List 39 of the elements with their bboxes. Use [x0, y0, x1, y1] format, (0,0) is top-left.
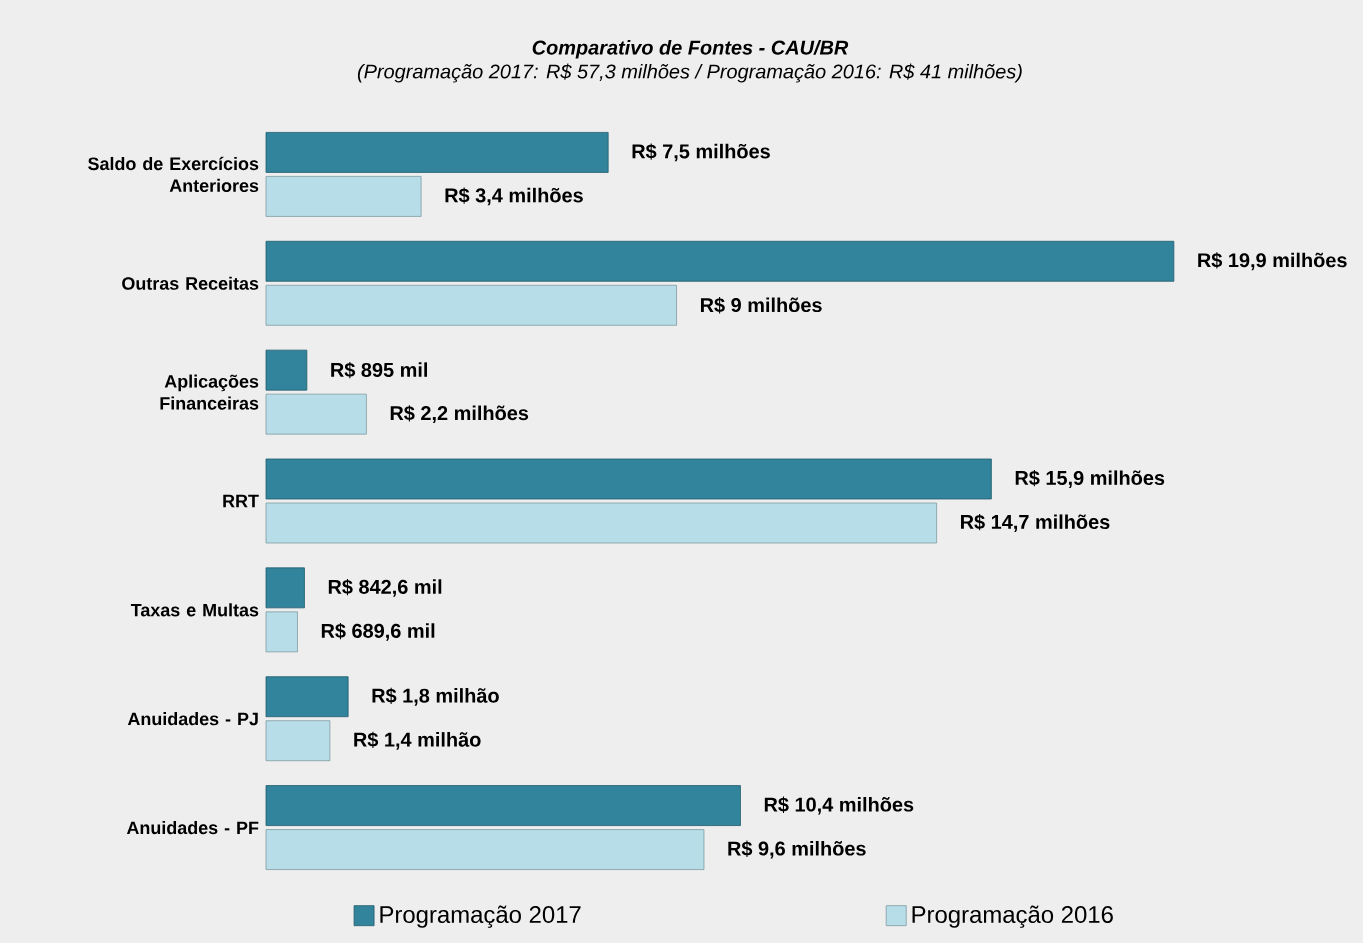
y-tick-label: Anuidades - PJ: [127, 712, 258, 726]
y-tick-label: Anuidades - PF: [126, 820, 259, 835]
data-label: R$ 1,4 milhão: [354, 731, 481, 750]
bar: [265, 785, 741, 826]
bar: [265, 176, 422, 217]
bar: [265, 393, 367, 435]
legend-label: Programação 2016: [912, 905, 1113, 928]
data-label: R$ 14,7 milhões: [961, 514, 1110, 532]
data-label: R$ 1,8 milhão: [372, 687, 499, 706]
bar: [265, 567, 305, 609]
bar: [265, 458, 992, 500]
data-label: R$ 15,9 milhões: [1015, 470, 1165, 488]
data-label: R$ 2,2 milhões: [390, 405, 529, 424]
bar: [265, 829, 705, 870]
data-label: R$ 7,5 milhões: [632, 143, 770, 162]
bar: [265, 720, 331, 762]
bar: [265, 676, 349, 718]
data-label: R$ 19,9 milhões: [1198, 252, 1347, 271]
bar: [265, 132, 609, 173]
data-label: R$ 689,6 mil: [321, 622, 435, 641]
bar: [265, 349, 308, 391]
y-tick-label: Outras Receitas: [122, 276, 259, 290]
y-tick-label: RRT: [223, 494, 259, 508]
bar: [265, 502, 938, 544]
data-label: R$ 895 mil: [331, 361, 428, 379]
data-label: R$ 9 milhões: [700, 297, 822, 314]
bar: [265, 284, 677, 326]
legend-label: Programação 2017: [380, 905, 581, 928]
data-label: R$ 3,4 milhões: [445, 187, 583, 206]
data-label: R$ 10,4 milhões: [764, 796, 914, 815]
y-tick-label: Aplicações Financeiras: [160, 374, 259, 410]
data-label: R$ 842,6 mil: [328, 578, 442, 597]
y-tick-label: Taxas e Multas: [130, 603, 259, 617]
data-label: R$ 9,6 milhões: [728, 840, 866, 859]
bar: [265, 611, 298, 653]
chart-subtitle: (Programação 2017: R$ 57,3 milhões / Programação 2016: R$ 41 milhões): [357, 63, 1022, 83]
chart-title: Comparativo de Fontes - CAU/BR: [532, 40, 849, 59]
bar: [265, 240, 1175, 282]
y-tick-label: Saldo de Exercícios Anteriores: [88, 156, 259, 193]
